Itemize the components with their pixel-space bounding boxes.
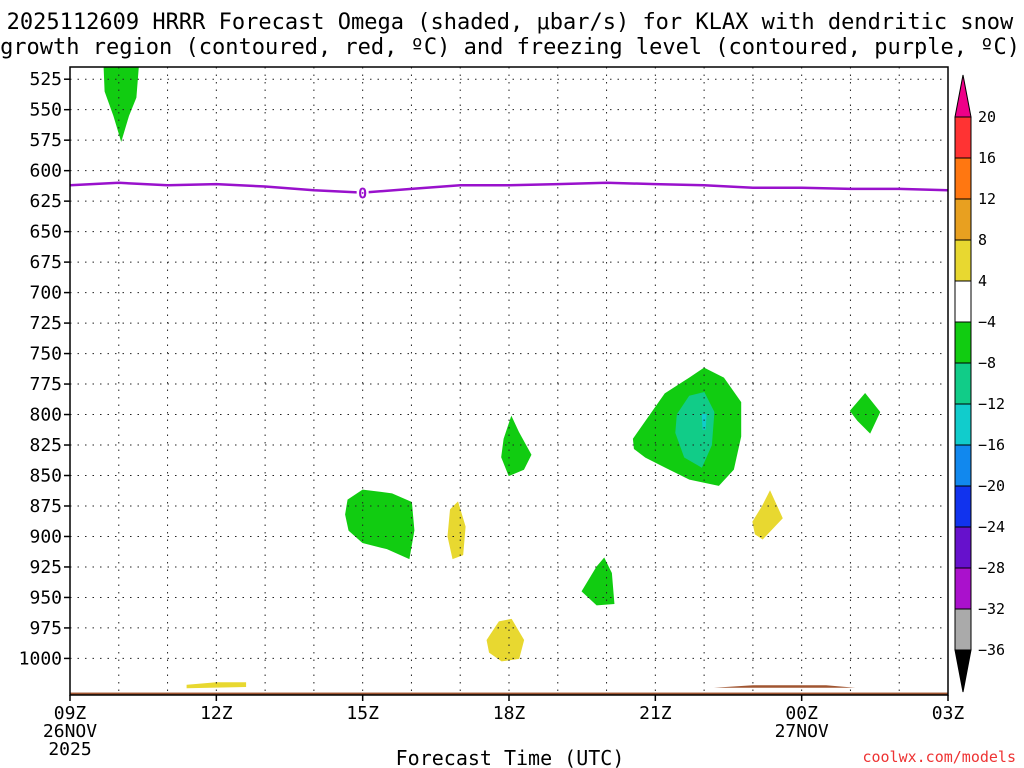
colorbar-label-0: 20 [978,108,996,126]
chart-title-line-1: 2025112609 HRRR Forecast Omega (shaded, … [7,10,1014,35]
source-credit: coolwx.com/models [862,748,1016,766]
y-tick-label-550: 550 [29,100,62,121]
colorbar-bin-4 [954,280,972,323]
pressure-axis: 525 550 575 600 625 650 675 700 725 750 775 800 825 8… [19,69,70,669]
colorbar-bin-5 [954,321,972,364]
y-tick-label-725: 725 [29,313,62,334]
colorbar-bin-7 [954,403,972,446]
omega-region-3 [501,415,532,477]
x-tick-label-00Z: 00Z [785,703,818,724]
y-tick-label-900: 900 [29,526,62,547]
colorbar-bin-0 [954,116,972,159]
colorbar-bin-6 [954,362,972,405]
colorbar-label-3: 8 [978,231,987,249]
omega-region-4 [486,618,525,662]
omega-colorbar: 20 16 12 8 4 −4 −8 −12 −16 −20 −24 −28 −32 −36 [954,74,1005,693]
colorbar-bin-8 [954,444,972,487]
colorbar-label-5: −4 [978,313,996,331]
x-tick-label-21Z: 21Z [639,703,672,724]
colorbar-label-13: −36 [978,641,1005,659]
colorbar-bin-1 [954,157,972,200]
y-tick-label-1000: 1000 [19,648,62,669]
omega-region-5 [581,557,615,606]
omega-region-10 [849,393,881,434]
colorbar-bin-12 [954,608,972,651]
colorbar-bin-9 [954,485,972,528]
omega-shading-layer [70,67,948,695]
colorbar-label-8: −16 [978,436,1005,454]
x-tick-label-03Z: 03Z [932,703,965,724]
freezing-level-label-bg [356,184,369,201]
colorbar-bin-2 [954,198,972,241]
freezing-level-layer: 0 [69,181,949,203]
y-tick-label-625: 625 [29,191,62,212]
y-tick-label-525: 525 [29,69,62,90]
y-tick-label-825: 825 [29,435,62,456]
x-tick-year-09Z: 2025 [48,739,91,760]
x-tick-date-09Z: 26NOV [43,721,97,742]
chart-title-line-2: growth region (contoured, red, ºC) and f… [0,35,1020,60]
y-tick-label-600: 600 [29,161,62,182]
y-tick-label-800: 800 [29,405,62,426]
y-tick-label-650: 650 [29,222,62,243]
y-tick-label-975: 975 [29,618,62,639]
freezing-level-label: 0 [358,185,367,203]
colorbar-label-9: −20 [978,477,1005,495]
colorbar-label-4: 4 [978,272,987,290]
colorbar-label-7: −12 [978,395,1005,413]
colorbar-bin-10 [954,526,972,569]
x-axis-label: Forecast Time (UTC) [396,746,625,768]
colorbar-bottom-arrow [954,649,972,693]
y-tick-label-950: 950 [29,587,62,608]
colorbar-top-arrow [954,74,972,118]
omega-region-1 [345,489,415,560]
x-tick-label-12Z: 12Z [200,703,233,724]
grid-layer [70,67,948,695]
colorbar-label-2: 12 [978,190,996,208]
y-tick-label-850: 850 [29,466,62,487]
y-tick-label-700: 700 [29,283,62,304]
omega-region-7 [675,392,715,468]
y-tick-label-775: 775 [29,374,62,395]
y-tick-label-925: 925 [29,557,62,578]
y-tick-label-675: 675 [29,252,62,273]
y-tick-label-575: 575 [29,130,62,151]
colorbar-label-11: −28 [978,559,1005,577]
terrain-ground [70,692,948,695]
colorbar-bin-3 [954,239,972,282]
omega-region-2 [447,501,466,560]
omega-region-8 [701,414,707,430]
colorbar-label-12: −32 [978,600,1005,618]
colorbar-label-6: −8 [978,354,996,372]
x-tick-label-09Z: 09Z [54,703,87,724]
terrain-bump [713,685,856,688]
y-tick-label-875: 875 [29,496,62,517]
x-tick-label-18Z: 18Z [493,703,526,724]
x-tick-label-15Z: 15Z [346,703,379,724]
colorbar-label-10: −24 [978,518,1005,536]
omega-region-9 [752,490,783,540]
freezing-level-line [69,181,949,194]
omega-region-0 [103,67,139,142]
y-tick-label-750: 750 [29,344,62,365]
omega-region-11 [186,682,247,689]
x-tick-date-00Z: 27NOV [775,721,829,742]
colorbar-bin-11 [954,567,972,610]
colorbar-label-1: 16 [978,149,996,167]
